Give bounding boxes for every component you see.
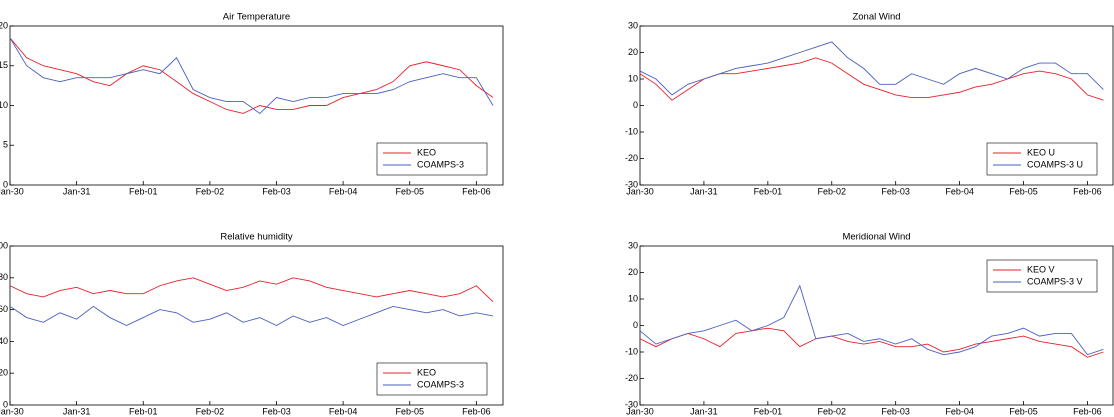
legend-label: KEO U	[1027, 147, 1055, 157]
series-line	[9, 37, 494, 115]
y-tick-label: 0	[3, 399, 8, 409]
x-tick-label: Feb-01	[754, 406, 783, 416]
y-tick-label: 5	[3, 140, 8, 150]
x-tick-label: Feb-04	[329, 186, 358, 196]
y-tick-label: 40	[0, 336, 8, 346]
x-tick-label: Jan-31	[690, 406, 718, 416]
x-tick-label: Feb-04	[945, 186, 974, 196]
y-tick-label: -20	[625, 153, 638, 163]
series-line	[9, 305, 494, 327]
x-tick-label: Jan-31	[690, 186, 718, 196]
y-tick-label: 80	[0, 272, 8, 282]
y-tick-label: 20	[0, 368, 8, 378]
y-tick-label: 60	[0, 304, 8, 314]
y-tick-label: 15	[0, 60, 8, 70]
y-tick-label: -30	[625, 399, 638, 409]
chart-title: Air Temperature	[223, 12, 290, 23]
y-tick-label: -30	[625, 179, 638, 189]
legend-label: KEO	[417, 147, 436, 157]
x-tick-label: Jan-30	[626, 186, 654, 196]
legend-box	[986, 142, 1098, 176]
y-tick-label: 0	[3, 179, 8, 189]
y-tick-label: -10	[625, 346, 638, 356]
x-tick-label: Feb-03	[262, 406, 291, 416]
legend-box	[376, 362, 488, 396]
y-tick-label: 10	[0, 100, 8, 110]
series-line	[639, 327, 1104, 358]
x-tick-label: Feb-02	[196, 186, 225, 196]
y-tick-label: 20	[0, 20, 8, 30]
x-tick-label: Jan-30	[0, 406, 24, 416]
y-tick-label: 30	[628, 240, 638, 250]
x-tick-label: Feb-03	[881, 186, 910, 196]
x-tick-label: Jan-31	[63, 406, 91, 416]
x-tick-label: Jan-30	[0, 186, 24, 196]
legend-label: KEO V	[1027, 264, 1055, 274]
x-tick-label: Feb-05	[395, 186, 424, 196]
x-tick-label: Feb-04	[945, 406, 974, 416]
series-line	[9, 277, 494, 302]
series-line	[639, 284, 1104, 356]
x-tick-label: Jan-30	[626, 406, 654, 416]
legend-label: KEO	[417, 367, 436, 377]
x-tick-label: Feb-04	[329, 406, 358, 416]
x-tick-label: Feb-02	[817, 186, 846, 196]
chart-title: Relative humidity	[220, 232, 293, 243]
y-tick-label: 20	[628, 267, 638, 277]
legend-label: COAMPS-3 V	[1027, 276, 1083, 286]
series-line	[639, 41, 1104, 96]
x-tick-label: Feb-03	[881, 406, 910, 416]
y-tick-label: 30	[628, 20, 638, 30]
x-tick-label: Feb-05	[1009, 186, 1038, 196]
x-tick-label: Feb-01	[129, 186, 158, 196]
x-tick-label: Feb-06	[462, 406, 491, 416]
series-line	[639, 57, 1104, 101]
x-tick-label: Feb-02	[196, 406, 225, 416]
legend-label: COAMPS-3	[417, 379, 464, 389]
x-tick-label: Feb-01	[754, 186, 783, 196]
legend-label: COAMPS-3	[417, 159, 464, 169]
y-tick-label: 10	[628, 293, 638, 303]
x-tick-label: Feb-06	[1073, 406, 1102, 416]
chart-title: Zonal Wind	[852, 12, 900, 23]
legend-box	[986, 259, 1098, 293]
x-tick-label: Feb-01	[129, 406, 158, 416]
plot-frame	[9, 245, 504, 406]
y-tick-label: -10	[625, 126, 638, 136]
x-tick-label: Feb-06	[462, 186, 491, 196]
y-tick-label: -20	[625, 373, 638, 383]
x-tick-label: Feb-05	[395, 406, 424, 416]
y-tick-label: 0	[633, 100, 638, 110]
x-tick-label: Feb-03	[262, 186, 291, 196]
y-tick-label: 20	[628, 47, 638, 57]
series-line	[9, 37, 494, 114]
y-tick-label: 10	[628, 73, 638, 83]
x-tick-label: Feb-06	[1073, 186, 1102, 196]
x-tick-label: Jan-31	[63, 186, 91, 196]
legend-box	[376, 142, 488, 176]
y-tick-label: 100	[0, 240, 8, 250]
y-tick-label: 0	[633, 320, 638, 330]
x-tick-label: Feb-05	[1009, 406, 1038, 416]
x-tick-label: Feb-02	[817, 406, 846, 416]
chart-title: Meridional Wind	[842, 232, 910, 243]
legend-label: COAMPS-3 U	[1027, 159, 1083, 169]
